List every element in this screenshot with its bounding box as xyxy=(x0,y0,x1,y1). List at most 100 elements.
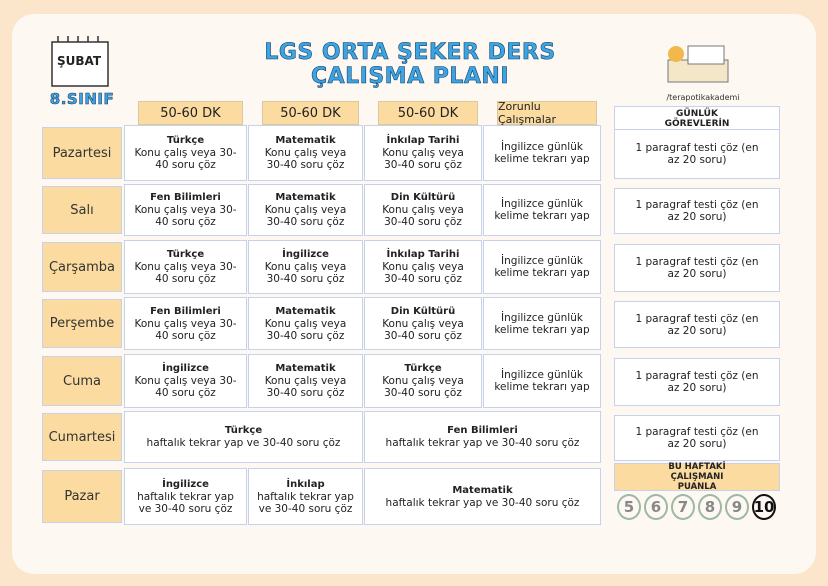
subject: Türkçe xyxy=(404,363,442,374)
task: haftalık tekrar yap ve 30-40 soru çöz xyxy=(137,490,234,515)
schedule-cell: İngilizce günlük kelime tekrarı yap xyxy=(483,240,601,294)
rating-title: BU HAFTAKİ ÇALIŞMANI PUANLA xyxy=(614,462,780,492)
daily-task: 1 paragraf testi çöz (en az 20 soru) xyxy=(614,415,780,461)
subject: İngilizce xyxy=(162,363,209,374)
schedule-cell: İnkılap Tarihi Konu çalış veya 30-40 soru… xyxy=(364,240,482,294)
day-label: Pazar xyxy=(42,470,122,523)
task: İngilizce günlük kelime tekrarı yap xyxy=(494,255,590,279)
daily-task: 1 paragraf testi çöz (en az 20 soru) xyxy=(614,358,780,406)
task-text: 1 paragraf testi çöz (en az 20 soru) xyxy=(635,256,759,280)
task: Konu çalış veya 30-40 soru çöz xyxy=(134,375,237,399)
task-text: 1 paragraf testi çöz (en az 20 soru) xyxy=(635,370,759,394)
subject: Fen Bilimleri xyxy=(150,192,221,203)
column-header: 50-60 DK xyxy=(378,101,478,125)
subject: Türkçe xyxy=(166,249,205,260)
schedule-cell: Matematik Konu çalış veya 30-40 soru çöz xyxy=(248,297,363,350)
task: Konu çalış veya 30-40 soru çöz xyxy=(382,375,464,399)
schedule-cell: İnkılap Tarihi Konu çalış veya 30-40 soru… xyxy=(364,125,482,181)
score: 5 xyxy=(617,494,641,520)
day-label: Pazartesi xyxy=(42,127,122,179)
task: Konu çalış veya 30-40 soru çöz xyxy=(134,261,237,285)
task: Konu çalış veya 30-40 soru çöz xyxy=(264,375,347,399)
subject: İnkılap Tarihi xyxy=(386,249,460,260)
task: haftalık tekrar yap ve 30-40 soru çöz xyxy=(385,437,580,449)
day-label: Cuma xyxy=(42,356,122,406)
subject: Din Kültürü xyxy=(390,305,456,317)
score: 10 xyxy=(752,494,776,520)
task-text: 1 paragraf testi çöz (en az 20 soru) xyxy=(635,426,759,450)
side-header: GÜNLÜK GÖREVLERİN xyxy=(614,106,780,132)
subject: Fen Bilimleri xyxy=(150,305,221,317)
subject: Fen Bilimleri xyxy=(447,425,518,436)
schedule-cell: Türkçe Konu çalış veya 30-40 soru çöz xyxy=(124,240,247,294)
task: Konu çalış veya 30-40 soru çöz xyxy=(264,261,347,285)
title-line: ÇALIŞMA PLANI xyxy=(310,64,510,90)
task-text: 1 paragraf testi çöz (en az 20 soru) xyxy=(635,142,759,166)
title-line: LGS ORTA ŞEKER DERS xyxy=(264,40,556,66)
task: Konu çalış veya 30-40 soru çöz xyxy=(382,204,464,228)
task: haftalık tekrar yap ve 30-40 soru çöz xyxy=(146,437,341,449)
column-header: 50-60 DK xyxy=(262,101,359,125)
daily-task: 1 paragraf testi çöz (en az 20 soru) xyxy=(614,188,780,234)
subject: İngilizce xyxy=(282,249,329,260)
task: Konu çalış veya 30-40 soru çöz xyxy=(382,147,464,171)
schedule-cell: Matematik Konu çalış veya 30-40 soru çöz xyxy=(248,125,363,181)
schedule-cell: Matematik haftalık tekrar yap ve 30-40 so… xyxy=(364,468,601,525)
daily-task: 1 paragraf testi çöz (en az 20 soru) xyxy=(614,301,780,348)
schedule-cell: İngilizce günlük kelime tekrarı yap xyxy=(483,354,601,408)
day-label: Salı xyxy=(42,186,122,234)
column-header: 50-60 DK xyxy=(138,101,243,125)
task-text: 1 paragraf testi çöz (en az 20 soru) xyxy=(635,199,759,223)
task: Konu çalış veya 30-40 soru çöz xyxy=(382,317,464,342)
task: Konu çalış veya 30-40 soru çöz xyxy=(264,204,347,228)
day-label: Çarşamba xyxy=(42,242,122,292)
day-label: Cumartesi xyxy=(42,413,122,461)
schedule-cell: İngilizce haftalık tekrar yap ve 30-40 so… xyxy=(124,468,247,525)
subject: Matematik xyxy=(275,135,336,146)
score: 6 xyxy=(644,494,668,520)
task: İngilizce günlük kelime tekrarı yap xyxy=(494,198,590,222)
schedule-cell: Din Kültürü Konu çalış veya 30-40 soru çö… xyxy=(364,184,482,236)
task: İngilizce günlük kelime tekrarı yap xyxy=(494,311,590,336)
task: İngilizce günlük kelime tekrarı yap xyxy=(494,369,590,393)
score: 7 xyxy=(671,494,695,520)
schedule-cell: İnkılap haftalık tekrar yap ve 30-40 soru… xyxy=(248,468,363,525)
schedule-cell: İngilizce Konu çalış veya 30-40 soru çöz xyxy=(124,354,247,408)
column-header: Zorunlu Çalışmalar xyxy=(497,100,597,126)
books-icon xyxy=(667,45,729,83)
task: Konu çalış veya 30-40 soru çöz xyxy=(264,147,347,171)
task: Konu çalış veya 30-40 soru çöz xyxy=(264,317,347,342)
schedule-cell: İngilizce günlük kelime tekrarı yap xyxy=(483,125,601,181)
schedule-cell: Fen Bilimleri Konu çalış veya 30-40 soru … xyxy=(124,297,247,350)
subject: İnkılap Tarihi xyxy=(386,135,460,146)
schedule-cell: İngilizce günlük kelime tekrarı yap xyxy=(483,297,601,350)
subject: İngilizce xyxy=(162,478,209,490)
day-label: Perşembe xyxy=(42,299,122,348)
schedule-cell: İngilizce günlük kelime tekrarı yap xyxy=(483,184,601,236)
score: 9 xyxy=(725,494,749,520)
subject: Matematik xyxy=(275,363,336,374)
brand: /terapotikakademi xyxy=(666,93,740,102)
subject: Matematik xyxy=(452,484,513,496)
task: Konu çalış veya 30-40 soru çöz xyxy=(134,147,237,171)
schedule-cell: Türkçe Konu çalış veya 30-40 soru çöz xyxy=(364,354,482,408)
task: Konu çalış veya 30-40 soru çöz xyxy=(382,261,464,285)
daily-task: 1 paragraf testi çöz (en az 20 soru) xyxy=(614,129,780,179)
task: İngilizce günlük kelime tekrarı yap xyxy=(494,141,590,165)
schedule-cell: Fen Bilimleri Konu çalış veya 30-40 soru … xyxy=(124,184,247,236)
score: 8 xyxy=(698,494,722,520)
grade: 8.SINIF xyxy=(49,90,115,109)
schedule-cell: Din Kültürü Konu çalış veya 30-40 soru çö… xyxy=(364,297,482,350)
task: Konu çalış veya 30-40 soru çöz xyxy=(134,204,237,228)
subject: Türkçe xyxy=(224,425,263,436)
schedule-cell: Matematik Konu çalış veya 30-40 soru çöz xyxy=(248,354,363,408)
task: Konu çalış veya 30-40 soru çöz xyxy=(134,317,237,342)
schedule-cell: Fen Bilimleri haftalık tekrar yap ve 30-4… xyxy=(364,411,601,463)
schedule-cell: Türkçe Konu çalış veya 30-40 soru çöz xyxy=(124,125,247,181)
subject: İnkılap xyxy=(286,478,325,490)
schedule-cell: İngilizce Konu çalış veya 30-40 soru çöz xyxy=(248,240,363,294)
task: haftalık tekrar yap ve 30-40 soru çöz xyxy=(385,496,580,509)
subject: Türkçe xyxy=(166,135,205,146)
subject: Matematik xyxy=(275,192,336,203)
